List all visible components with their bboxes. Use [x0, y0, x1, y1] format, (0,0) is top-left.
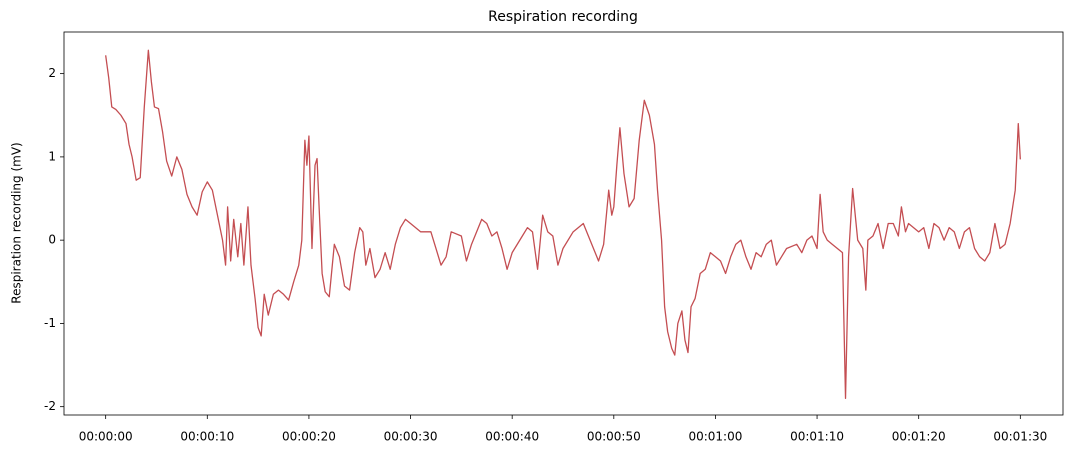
x-tick-label: 00:01:10 [790, 430, 844, 444]
x-tick-label: 00:00:50 [587, 430, 641, 444]
x-tick-label: 00:00:10 [180, 430, 234, 444]
y-tick-label: 1 [48, 149, 56, 163]
x-tick-label: 00:00:20 [282, 430, 336, 444]
y-tick-label: 2 [48, 66, 56, 80]
x-tick-label: 00:00:00 [79, 430, 133, 444]
x-tick-label: 00:00:40 [485, 430, 539, 444]
y-tick-label: -2 [44, 399, 56, 413]
x-tick-label: 00:01:20 [892, 430, 946, 444]
y-tick-label: 0 [48, 233, 56, 247]
line-series [105, 49, 1021, 399]
y-tick-label: -1 [44, 316, 56, 330]
x-tick-label: 00:01:00 [688, 430, 742, 444]
x-tick-label: 00:01:30 [993, 430, 1047, 444]
y-axis-label: Respiration recording (mV) [10, 142, 24, 303]
chart-title: Respiration recording [488, 9, 638, 25]
x-tick-label: 00:00:30 [384, 430, 438, 444]
plot-frame [63, 31, 1064, 416]
